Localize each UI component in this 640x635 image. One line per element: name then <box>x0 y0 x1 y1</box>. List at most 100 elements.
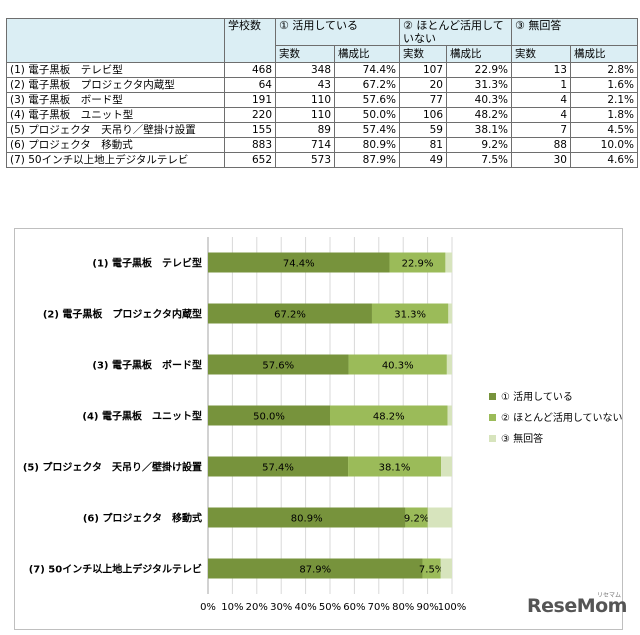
cell-p2: 31.3% <box>446 77 512 93</box>
resemom-logo-ruby: リセマム <box>597 592 622 599</box>
cell-v2: 81 <box>399 137 447 153</box>
row-label: (1) 電子黒板 テレビ型 <box>6 62 225 78</box>
cell-p3: 1.8% <box>570 107 638 123</box>
cell-p3: 4.5% <box>570 122 638 138</box>
row-label: (7) 50インチ以上地上デジタルテレビ <box>6 152 225 168</box>
data-label: 7.5% <box>419 565 444 576</box>
data-label: 87.9% <box>299 565 331 576</box>
bar-segment <box>441 456 452 477</box>
cell-v1: 110 <box>275 92 335 108</box>
resemom-logo: ReseMom <box>527 595 627 617</box>
table-subheader-row: 実数 構成比 実数 構成比 実数 構成比 <box>7 45 638 63</box>
row-label: (6) プロジェクタ 移動式 <box>6 137 225 153</box>
data-table: 学校数 ① 活用している ② ほとんど活用していない ③ 無回答 実数 構成比 … <box>6 18 638 168</box>
category-label: (2) 電子黒板 プロジェクタ内蔵型 <box>43 308 202 321</box>
cell-v1: 348 <box>275 62 335 78</box>
cell-count: 652 <box>224 152 276 168</box>
cell-v2: 77 <box>399 92 447 108</box>
data-label: 50.0% <box>253 412 285 423</box>
subheader-count-2: 実数 <box>399 45 447 63</box>
x-tick-label: 90% <box>416 602 438 613</box>
table-header-row: 学校数 ① 活用している ② ほとんど活用していない ③ 無回答 <box>6 18 638 63</box>
category-label: (5) プロジェクタ 天吊り／壁掛け設置 <box>23 461 202 474</box>
cell-v3: 30 <box>511 152 571 168</box>
legend-swatch <box>489 393 496 400</box>
cell-p1: 87.9% <box>334 152 400 168</box>
cell-p3: 4.6% <box>570 152 638 168</box>
data-label: 40.3% <box>382 361 414 372</box>
data-label: 80.9% <box>291 514 323 525</box>
cell-v2: 49 <box>399 152 447 168</box>
data-label: 9.2% <box>404 514 429 525</box>
cell-v2: 20 <box>399 77 447 93</box>
row-label: (3) 電子黒板 ボード型 <box>6 92 225 108</box>
bar-segment <box>427 507 453 528</box>
category-label: (3) 電子黒板 ボード型 <box>92 359 202 372</box>
bar-segment <box>208 354 349 375</box>
cell-v3: 13 <box>511 62 571 78</box>
subheader-ratio-1: 構成比 <box>334 45 400 63</box>
bar-segment <box>348 354 447 375</box>
cell-count: 468 <box>224 62 276 78</box>
bar-segment <box>446 354 452 375</box>
legend-item-3: ③ 無回答 <box>501 432 543 445</box>
header-group-3: ③ 無回答 <box>511 18 638 46</box>
legend-item-2: ② ほとんど活用していない <box>501 412 622 424</box>
data-label: 57.4% <box>262 463 294 474</box>
cell-p2: 9.2% <box>446 137 512 153</box>
header-group-1: ① 活用している <box>275 18 400 46</box>
row-label: (5) プロジェクタ 天吊り／壁掛け設置 <box>6 122 225 138</box>
cell-v3: 88 <box>511 137 571 153</box>
bar-segment <box>330 405 448 426</box>
cell-v1: 43 <box>275 77 335 93</box>
category-label: (4) 電子黒板 ユニット型 <box>82 410 202 423</box>
table-row: (6) プロジェクタ 移動式 883 714 80.9% 81 9.2% 88 10.0% <box>6 137 638 153</box>
bar-segment <box>208 558 423 579</box>
cell-p1: 57.6% <box>334 92 400 108</box>
cell-p1: 50.0% <box>334 107 400 123</box>
data-label: 22.9% <box>402 259 434 270</box>
header-group-2: ② ほとんど活用していない <box>399 18 512 46</box>
table-row: (1) 電子黒板 テレビ型 468 348 74.4% 107 22.9% 13 2.8% <box>6 62 638 78</box>
cell-v2: 59 <box>399 122 447 138</box>
data-label: 74.4% <box>283 259 315 270</box>
x-tick-label: 40% <box>294 602 316 613</box>
data-label: 31.3% <box>394 310 426 321</box>
cell-p3: 1.6% <box>570 77 638 93</box>
bar-segment <box>348 456 442 477</box>
bar-segment <box>389 252 446 273</box>
table-row: (4) 電子黒板 ユニット型 220 110 50.0% 106 48.2% 4 1.8% <box>6 107 638 123</box>
data-label: 38.1% <box>379 463 411 474</box>
bar-segment <box>445 252 453 273</box>
cell-p1: 74.4% <box>334 62 400 78</box>
category-label: (1) 電子黒板 テレビ型 <box>92 257 202 270</box>
cell-v2: 107 <box>399 62 447 78</box>
cell-p1: 67.2% <box>334 77 400 93</box>
bar-segment <box>208 456 349 477</box>
legend-item-1: ① 活用している <box>501 391 573 403</box>
subheader-ratio-2: 構成比 <box>446 45 512 63</box>
cell-v3: 4 <box>511 107 571 123</box>
cell-p1: 80.9% <box>334 137 400 153</box>
cell-v1: 714 <box>275 137 335 153</box>
subheader-ratio-3: 構成比 <box>570 45 638 63</box>
cell-p3: 2.1% <box>570 92 638 108</box>
cell-p2: 40.3% <box>446 92 512 108</box>
cell-count: 155 <box>224 122 276 138</box>
cell-p2: 38.1% <box>446 122 512 138</box>
cell-count: 220 <box>224 107 276 123</box>
category-label: (6) プロジェクタ 移動式 <box>83 512 202 525</box>
data-label: 57.6% <box>262 361 294 372</box>
bar-segment <box>440 558 452 579</box>
x-tick-label: 0% <box>200 602 216 613</box>
header-school-count: 学校数 <box>224 18 276 63</box>
legend-swatch <box>489 414 496 421</box>
cell-count: 883 <box>224 137 276 153</box>
cell-v1: 89 <box>275 122 335 138</box>
bar-segment <box>422 558 441 579</box>
table-row: (2) 電子黒板 プロジェクタ内蔵型 64 43 67.2% 20 31.3% 1 1.6% <box>6 77 638 93</box>
bar-segment <box>448 303 453 324</box>
x-tick-label: 20% <box>246 602 268 613</box>
cell-count: 191 <box>224 92 276 108</box>
cell-v3: 1 <box>511 77 571 93</box>
